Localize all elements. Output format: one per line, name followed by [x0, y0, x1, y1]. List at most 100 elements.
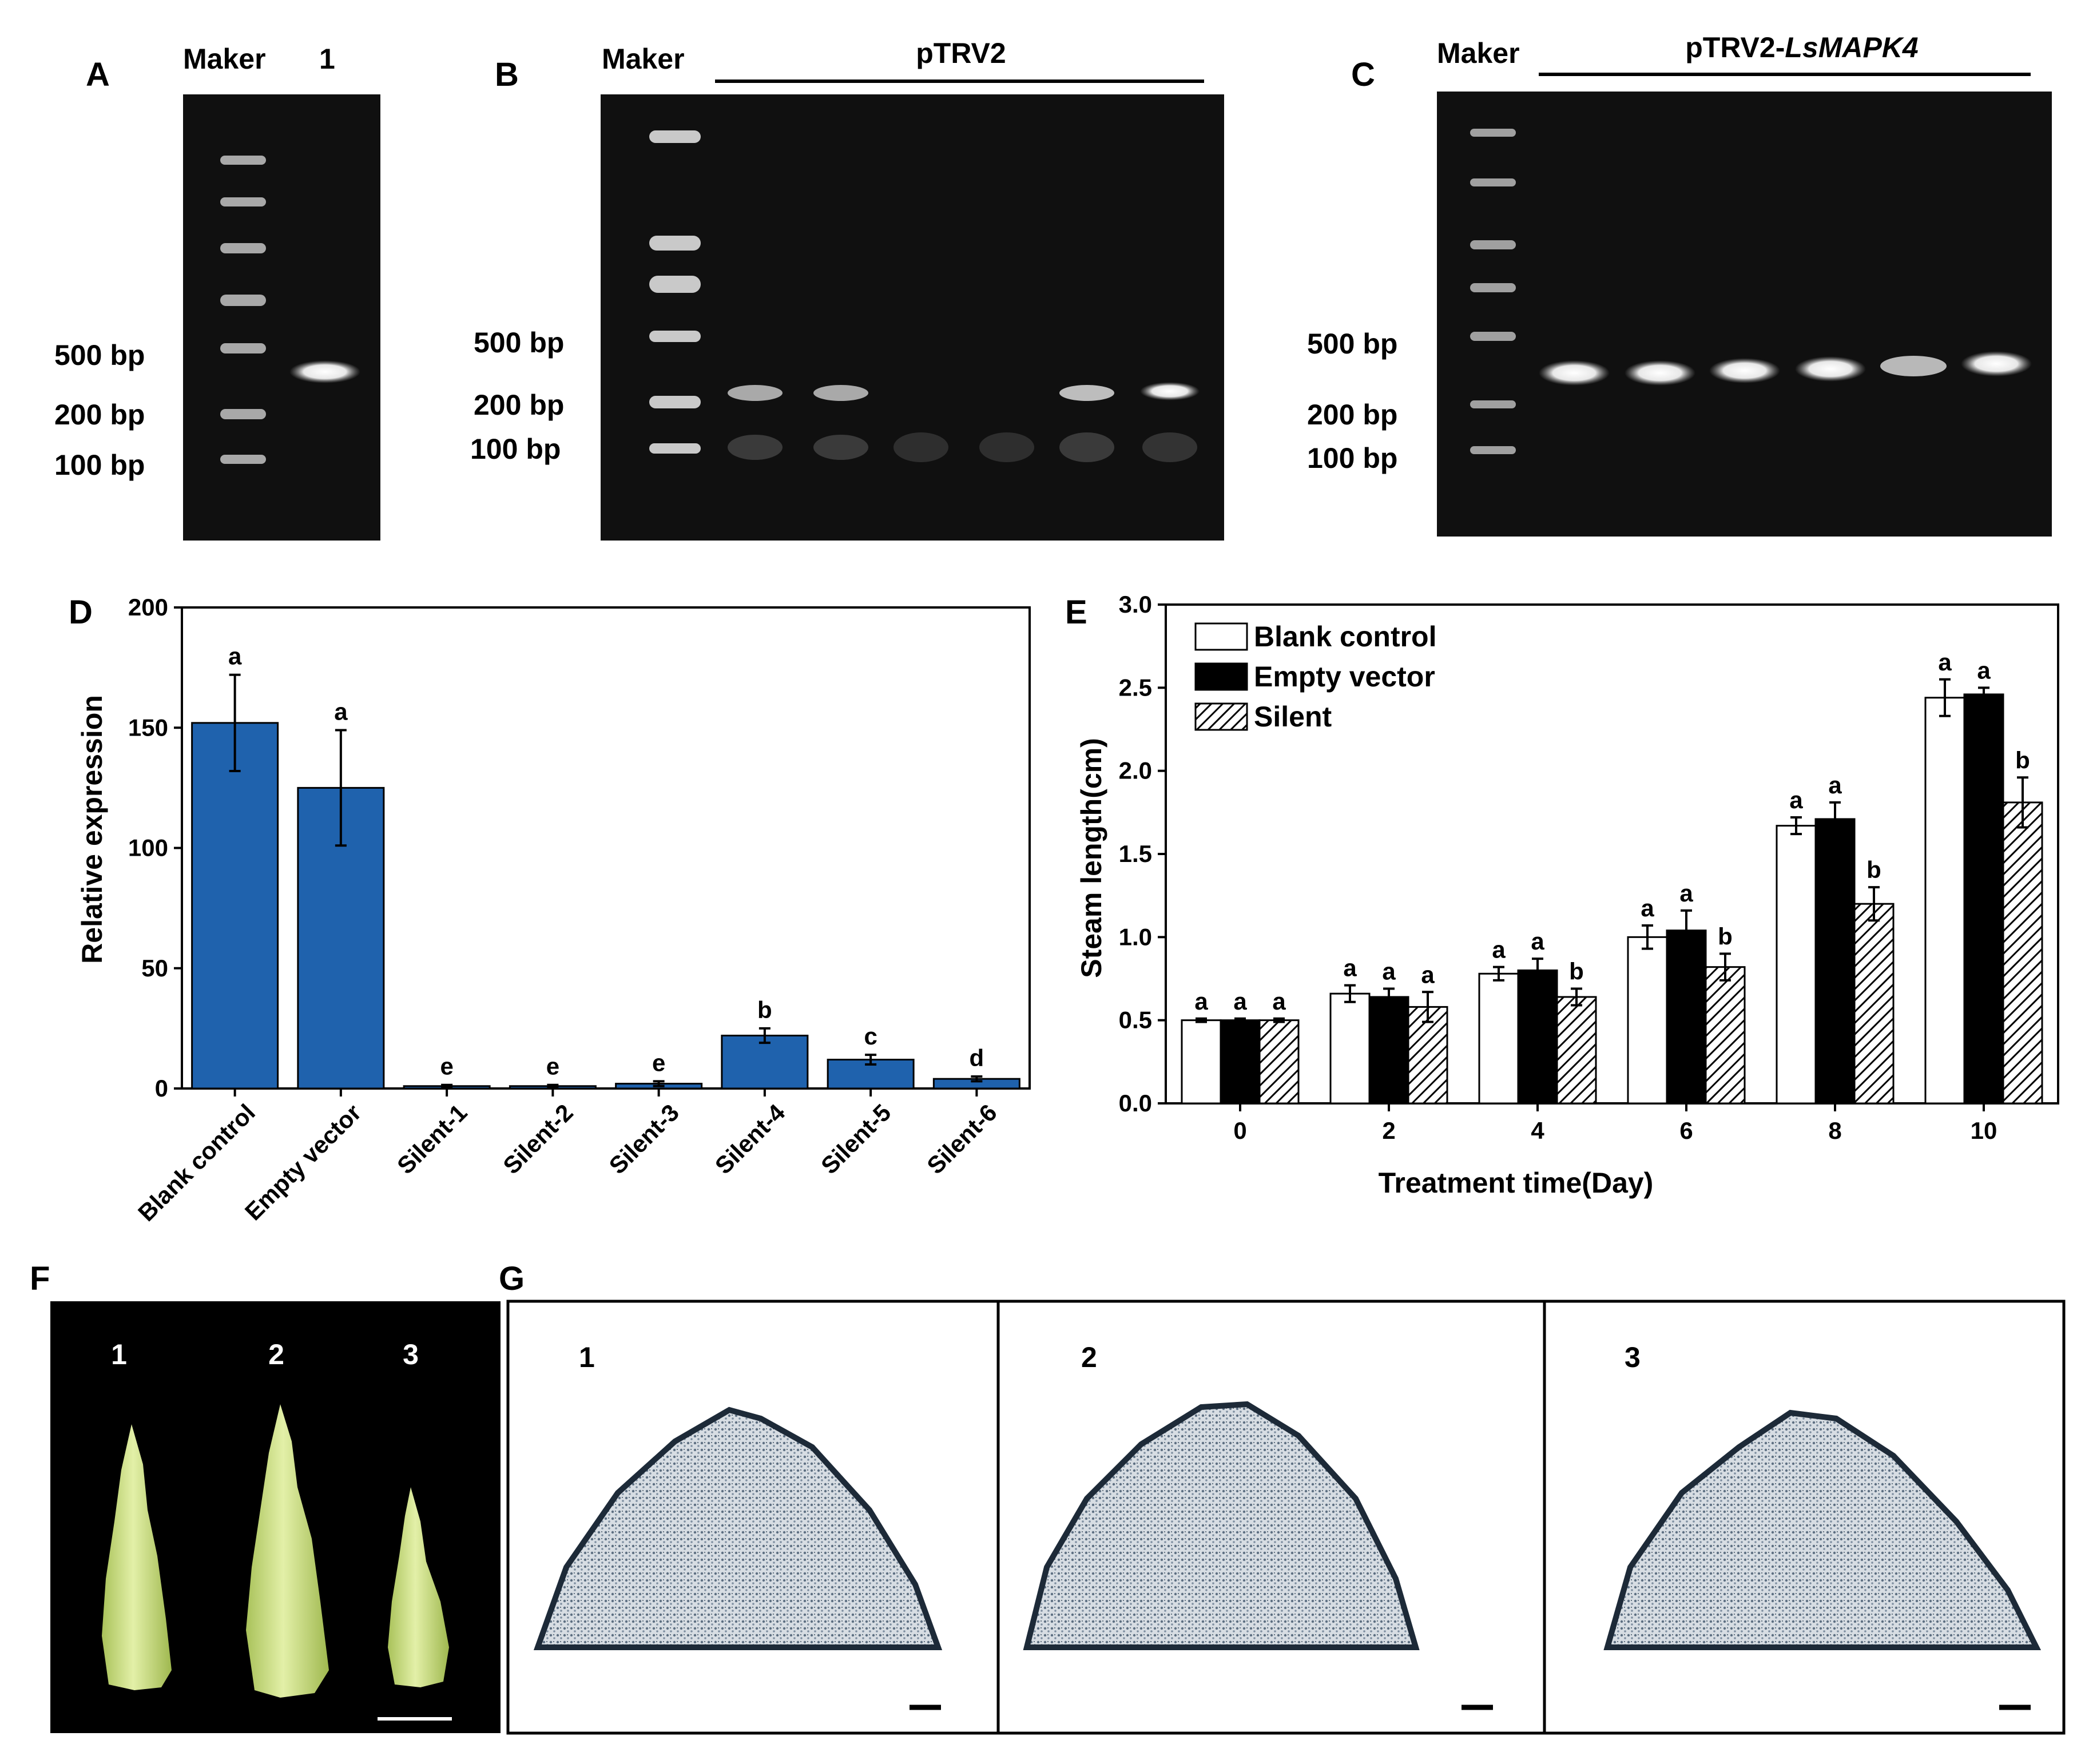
- chart-e-sig-label: a: [1828, 772, 1842, 798]
- chart-d-ytick-label: 200: [128, 594, 168, 621]
- chart-e-xtick-label: 0: [1233, 1117, 1246, 1144]
- chart-e-bar: [1556, 996, 1597, 1105]
- chart-e-xtick-label: 6: [1679, 1117, 1693, 1144]
- chart-e-sig-label: a: [1272, 988, 1286, 1015]
- chart-d-xtick-label: Silent-2: [498, 1099, 578, 1179]
- chart-e-bar: [1517, 969, 1558, 1105]
- chart-e-ytick-label: 0.0: [1119, 1090, 1152, 1117]
- chart-e-xtick-label: 8: [1828, 1117, 1841, 1144]
- panel-b-letter: B: [495, 56, 519, 93]
- chart-d-ytick-label: 150: [128, 714, 168, 741]
- panel-a-marker-label: Maker: [183, 43, 266, 75]
- chart-e-sig-label: a: [1679, 880, 1693, 907]
- chart-e-bar: [1258, 1019, 1300, 1105]
- size-c-500: 500 bp: [1307, 328, 1397, 360]
- chart-d-bar: [721, 1034, 809, 1090]
- size-c-100: 100 bp: [1307, 442, 1397, 474]
- chart-e-bar: [1924, 697, 1965, 1105]
- micrograph-section-3: [1603, 1409, 2042, 1650]
- bands-b: [728, 382, 1200, 462]
- chart-e-legend-label: Empty vector: [1254, 661, 1435, 693]
- chart-e-sig-label: b: [2015, 746, 2030, 773]
- micrograph-section-2: [1023, 1401, 1420, 1650]
- micrograph-label-2: 2: [1081, 1341, 1097, 1373]
- chart-e-ytick-label: 1.0: [1119, 923, 1152, 950]
- chart-d-xtick-label: Silent-4: [710, 1099, 791, 1179]
- chart-e-legend-swatch: [1194, 622, 1248, 651]
- band-a-lane1: [289, 360, 360, 383]
- chart-e-xtick-label: 10: [1971, 1117, 1997, 1144]
- size-a-200: 200 bp: [54, 399, 145, 431]
- chart-d-sig-label: e: [546, 1053, 559, 1080]
- chart-d-sig-label: a: [334, 698, 348, 725]
- size-b-100: 100 bp: [470, 433, 561, 465]
- chart-d-xtick-label: Silent-1: [392, 1099, 472, 1179]
- panel-c-marker-label: Maker: [1437, 37, 1520, 69]
- chart-d-ytick-label: 100: [128, 835, 168, 861]
- gel-a: [183, 94, 380, 541]
- chart-e-xlabel: Treatment time(Day): [1379, 1167, 1654, 1199]
- chart-e-ytick-label: 3.0: [1119, 591, 1152, 618]
- size-b-500: 500 bp: [474, 327, 564, 359]
- chart-d-xtick-label: Silent-5: [816, 1099, 896, 1179]
- chart-e-bar: [1853, 903, 1895, 1105]
- chart-e-ytick-label: 2.0: [1119, 757, 1152, 784]
- chart-e-sig-label: b: [1569, 958, 1584, 984]
- panel-b-marker-label: Maker: [602, 43, 685, 75]
- chart-e-legend-swatch: [1194, 702, 1248, 731]
- chart-e-xtick-label: 2: [1382, 1117, 1395, 1144]
- chart-e-sig-label: a: [1233, 988, 1247, 1015]
- chart-e-sig-label: b: [1718, 923, 1733, 949]
- micrograph-label-1: 1: [579, 1341, 595, 1373]
- chart-e-sig-label: a: [1343, 955, 1357, 982]
- chart-e-sig-label: a: [1492, 936, 1506, 963]
- size-a-500: 500 bp: [54, 339, 145, 371]
- panel-c-letter: C: [1351, 56, 1375, 93]
- bands-c: [1539, 351, 2032, 386]
- gel-b: [601, 94, 1224, 541]
- chart-e-bar: [1478, 972, 1519, 1105]
- chart-e-bar: [1329, 992, 1371, 1105]
- marker-ladder-a: [220, 156, 266, 464]
- chart-e-sig-label: a: [1641, 895, 1654, 921]
- micrograph-section-1: [533, 1407, 943, 1650]
- photo-f-label-3: 3: [403, 1338, 419, 1370]
- chart-e-legend-label: Blank control: [1254, 621, 1436, 653]
- chart-e-ylabel: Steam length(cm): [1075, 738, 1107, 978]
- panel-a: A Maker 1 500 bp 200 bp 100 bp: [54, 43, 380, 541]
- chart-e-sig-label: a: [1977, 657, 1991, 684]
- shoot-2: [246, 1404, 329, 1698]
- chart-e-ytick-label: 1.5: [1119, 840, 1152, 867]
- panel-b: B Maker pTRV2 500 bp 200 bp 100 bp: [470, 37, 1224, 541]
- panel-c-group-label: pTRV2-LsMAPK4: [1685, 31, 1918, 63]
- panel-g-letter: G: [499, 1260, 525, 1297]
- chart-e-bar: [1627, 936, 1668, 1105]
- chart-d-sig-label: c: [864, 1023, 877, 1050]
- chart-e-bar: [2002, 801, 2043, 1105]
- chart-e-bar: [1705, 966, 1746, 1105]
- chart-d-ytick-label: 50: [141, 955, 168, 982]
- chart-d-xtick-label: Silent-3: [603, 1099, 684, 1179]
- chart-d-xtick-label: Silent-6: [922, 1099, 1002, 1179]
- chart-e-sig-label: a: [1789, 786, 1803, 813]
- panel-a-letter: A: [86, 56, 110, 93]
- marker-ladder-c: [1470, 129, 1516, 454]
- chart-e-sig-label: b: [1866, 856, 1881, 883]
- chart-e-bar: [1776, 825, 1817, 1105]
- panel-c: C Maker pTRV2-LsMAPK4 500 bp 200 bp 100 …: [1307, 31, 2052, 537]
- panel-b-group-label: pTRV2: [916, 37, 1006, 69]
- chart-d-sig-label: e: [440, 1053, 453, 1080]
- chart-e-bar: [1181, 1019, 1222, 1105]
- size-a-100: 100 bp: [54, 449, 145, 481]
- chart-d-sig-label: d: [970, 1044, 984, 1071]
- photo-f-label-1: 1: [111, 1338, 127, 1370]
- chart-e-xtick-label: 4: [1531, 1117, 1544, 1144]
- chart-e: 0.00.51.01.52.02.53.0a a a0a a a2a ab4aab6aab…: [1119, 591, 2059, 1144]
- chart-e-sig-label: a: [1382, 958, 1396, 984]
- chart-d-sig-label: e: [652, 1049, 665, 1076]
- chart-e-sig-label: a: [1531, 928, 1544, 955]
- chart-e-bar: [1814, 818, 1856, 1105]
- marker-ladder-b: [649, 130, 701, 454]
